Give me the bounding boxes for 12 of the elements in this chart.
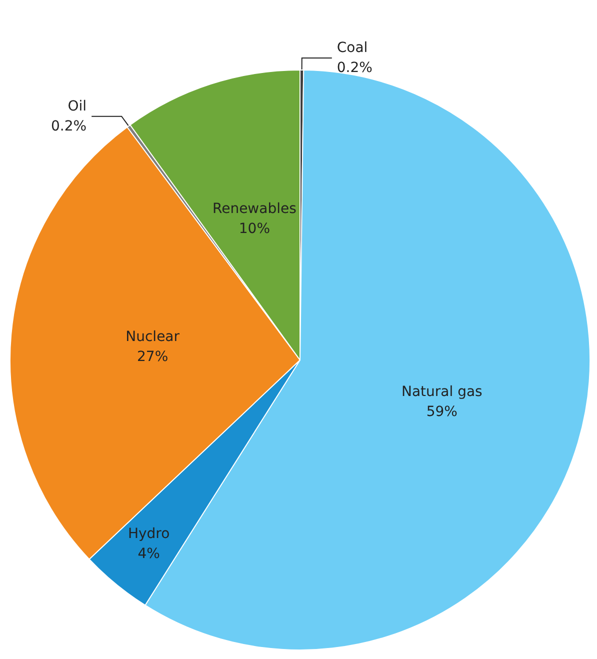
slice-label: Coal [336, 40, 368, 56]
data-label: 59% [426, 404, 458, 420]
data-label: 4% [138, 546, 160, 562]
slice-label: Natural gas [401, 384, 482, 400]
data-label: 0.2% [336, 60, 372, 76]
slice-label: Nuclear [126, 329, 180, 346]
data-label: 0.2% [50, 118, 87, 134]
data-label: 10% [238, 221, 270, 238]
slice-label: Renewables [212, 201, 296, 218]
slice-label: Oil [68, 98, 87, 114]
slice-label: Hydro [128, 526, 170, 542]
data-label: 27% [137, 349, 168, 366]
